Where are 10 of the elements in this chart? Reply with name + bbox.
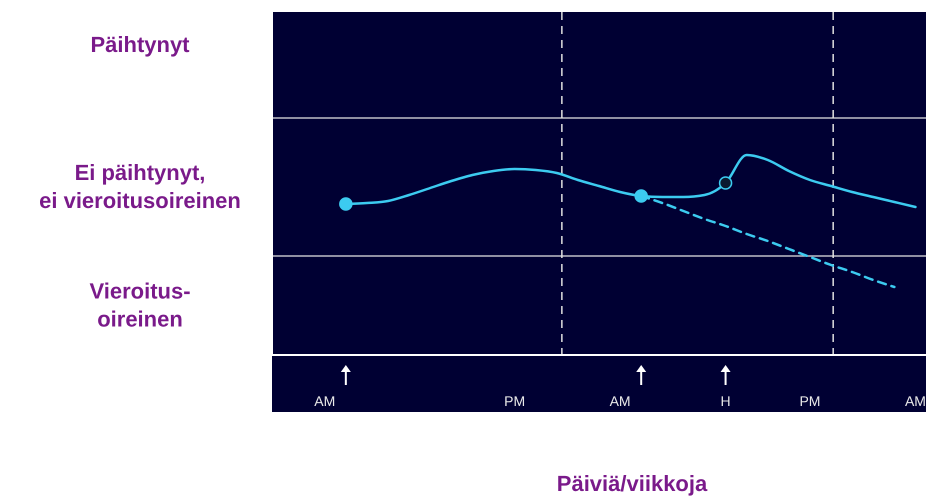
x-tick-label: H <box>720 393 731 409</box>
x-tick-label: AM <box>904 393 926 409</box>
x-tick-label: PM <box>504 393 526 409</box>
text: Päihtynyt <box>90 32 190 57</box>
x-axis-title: Päiviä/viikkoja <box>556 471 708 496</box>
x-tick-label: AM <box>314 393 336 409</box>
x-tick-label: AM <box>610 393 631 409</box>
text: Ei päihtynyt, ei vieroitusoireinen <box>39 160 241 213</box>
text: Vieroitus- oireinen <box>89 278 191 332</box>
x-tick-label: PM <box>799 393 820 409</box>
